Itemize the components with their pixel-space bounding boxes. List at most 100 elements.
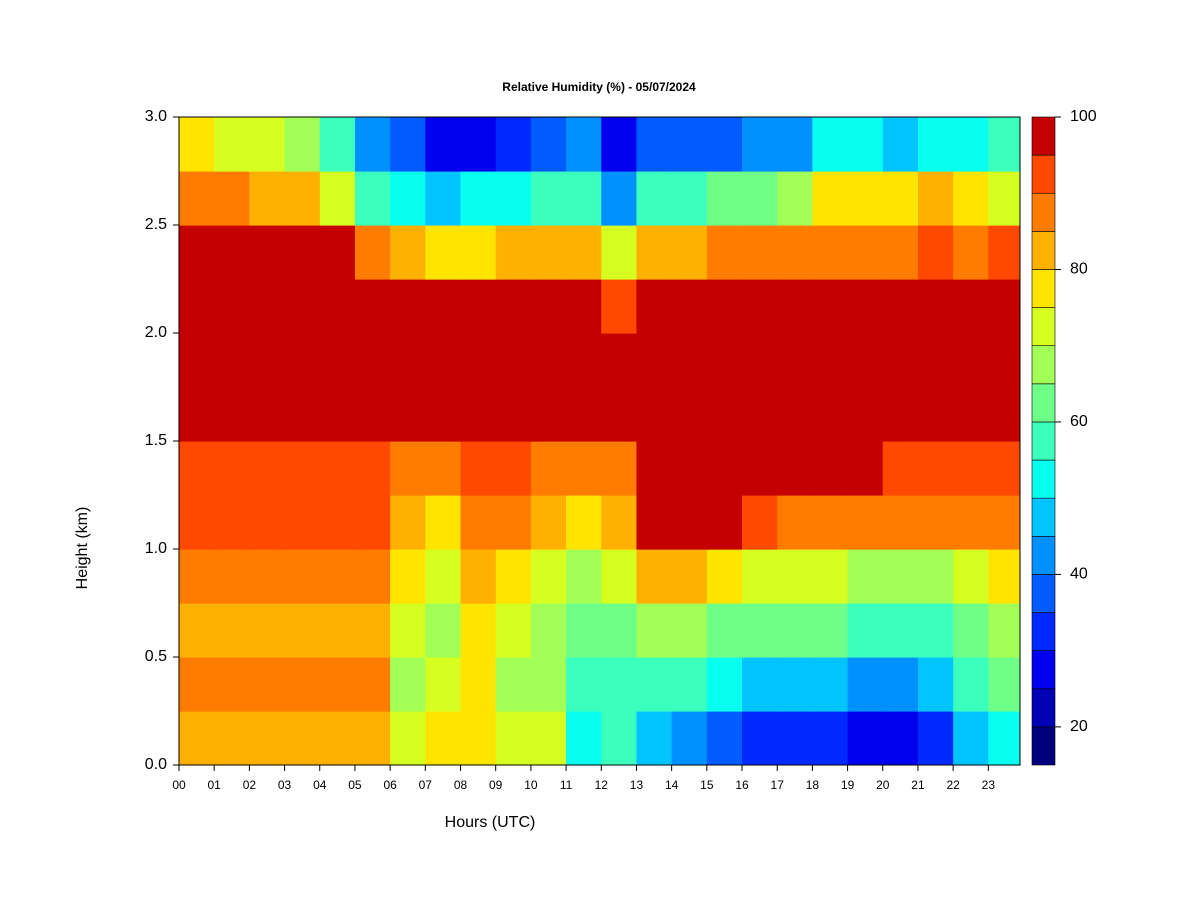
contour-cell (917, 387, 954, 442)
x-tick-label: 15 (700, 778, 714, 792)
contour-cell (284, 495, 321, 550)
contour-cell (917, 657, 954, 712)
contour-cell (390, 495, 426, 550)
contour-cell (742, 279, 778, 334)
contour-cell (777, 117, 813, 172)
contour-cell (601, 333, 638, 388)
contour-cell (390, 711, 426, 765)
contour-cell (495, 333, 532, 388)
y-axis-label: Height (km) (74, 507, 91, 590)
contour-cell (742, 603, 778, 658)
contour-cell (812, 387, 849, 442)
contour-cell (917, 279, 954, 334)
contour-cell (847, 225, 884, 280)
contour-cell (882, 441, 919, 496)
contour-cell (988, 171, 1020, 226)
contour-cell (953, 279, 989, 334)
contour-cell (953, 495, 989, 550)
contour-cell (812, 549, 849, 604)
contour-cell (425, 603, 462, 658)
contour-cell (847, 333, 884, 388)
contour-cell (425, 657, 462, 712)
contour-cell (495, 279, 532, 334)
contour-cell (847, 549, 884, 604)
contour-cell (425, 711, 462, 765)
contour-cell (354, 117, 391, 172)
contour-cell (988, 333, 1020, 388)
contour-cell (566, 711, 602, 765)
contour-cell (777, 549, 813, 604)
contour-cell (179, 387, 215, 442)
contour-cell (495, 117, 532, 172)
contour-cell (988, 549, 1020, 604)
contour-cell (812, 495, 849, 550)
contour-cell (214, 279, 250, 334)
contour-cell (284, 171, 321, 226)
colorbar-segment (1031, 269, 1056, 308)
contour-cell (179, 495, 215, 550)
contour-cell (882, 657, 919, 712)
contour-cell (249, 387, 286, 442)
contour-cell (249, 495, 286, 550)
colorbar-segment (1031, 116, 1056, 156)
contour-cell (354, 711, 391, 765)
contour-cell (917, 711, 954, 765)
contour-cell (671, 171, 708, 226)
contour-cell (601, 117, 638, 172)
contour-cell (847, 441, 884, 496)
contour-cell (566, 225, 602, 280)
contour-cell (777, 333, 813, 388)
colorbar-segment (1031, 650, 1056, 690)
contour-cell (179, 117, 215, 172)
contour-cell (988, 387, 1020, 442)
contour-cell (390, 279, 426, 334)
contour-cell (917, 171, 954, 226)
x-tick-label: 16 (735, 778, 749, 792)
contour-cell (425, 279, 462, 334)
colorbar-tick-label: 60 (1070, 413, 1088, 430)
contour-cell (601, 225, 638, 280)
y-tick-label: 0.5 (145, 648, 167, 665)
contour-cell (742, 711, 778, 765)
contour-cell (777, 603, 813, 658)
contour-cell (953, 603, 989, 658)
contour-cell (636, 603, 673, 658)
contour-cell (495, 441, 532, 496)
colorbar-segment (1031, 459, 1056, 499)
contour-cell (179, 603, 215, 658)
x-tick-label: 17 (771, 778, 785, 792)
contour-cell (249, 333, 286, 388)
contour-cell (284, 441, 321, 496)
contour-cell (179, 549, 215, 604)
contour-cell (530, 279, 567, 334)
contour-cell (882, 495, 919, 550)
contour-cell (284, 657, 321, 712)
contour-cell (636, 711, 673, 765)
contour-cell (777, 441, 813, 496)
x-tick-label: 22 (946, 778, 960, 792)
contour-cell (354, 279, 391, 334)
contour-cell (847, 117, 884, 172)
colorbar-segment (1031, 192, 1056, 232)
contour-cell (425, 441, 462, 496)
colorbar-segment (1031, 535, 1056, 575)
contour-cell (319, 225, 356, 280)
contour-cell (601, 495, 638, 550)
contour-cell (706, 441, 743, 496)
contour-cell (566, 603, 602, 658)
contour-cell (847, 657, 884, 712)
contour-cell (777, 495, 813, 550)
contour-cell (284, 333, 321, 388)
contour-cell (249, 549, 286, 604)
contour-cell (847, 279, 884, 334)
contour-cell (354, 549, 391, 604)
contour-cell (601, 549, 638, 604)
contour-cell (953, 549, 989, 604)
contour-cell (460, 441, 497, 496)
contour-cell (530, 495, 567, 550)
contour-cell (812, 117, 849, 172)
contour-cell (671, 549, 708, 604)
contour-cell (882, 711, 919, 765)
contour-cell (284, 387, 321, 442)
contour-cell (742, 441, 778, 496)
